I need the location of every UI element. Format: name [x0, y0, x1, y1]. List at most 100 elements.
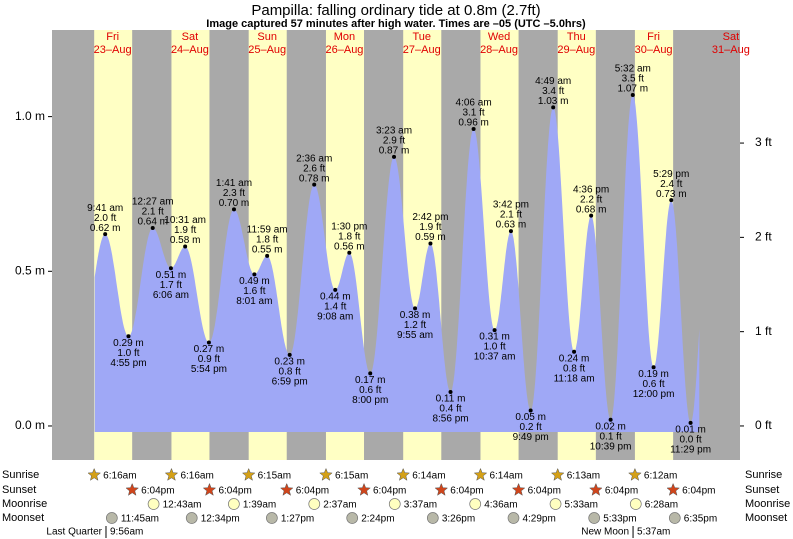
tide-point: [150, 225, 155, 230]
tide-label: 11:59 am: [247, 224, 288, 235]
day-name: Fri: [647, 31, 660, 43]
chart-subtitle: Image captured 57 minutes after high wat…: [206, 18, 586, 30]
moonset-time: 12:34pm: [201, 514, 240, 525]
tide-label: 3:42 pm: [493, 200, 529, 211]
tide-label: 10:31 am: [164, 215, 206, 226]
day-name: Sat: [182, 31, 199, 43]
tide-label: 0.4 ft: [439, 404, 461, 415]
tide-area: [94, 95, 700, 432]
tide-label: 4:36 pm: [573, 184, 609, 195]
tide-label: 11:18 am: [554, 373, 595, 384]
tide-label: 0.8 ft: [563, 363, 585, 374]
tide-label: 3.1 ft: [462, 108, 484, 119]
day-date: 28–Aug: [480, 44, 518, 56]
moonrise-icon: [388, 498, 401, 510]
sunset-icon: [202, 482, 217, 496]
tide-label: 0.62 m: [90, 223, 121, 234]
row-label: Moonrise: [2, 498, 47, 510]
sunset-icon: [666, 482, 680, 496]
tide-label: 9:55 am: [397, 330, 433, 341]
row-label: Moonset: [745, 512, 787, 524]
y2-tick-label: 0 ft: [755, 418, 772, 432]
tide-label: 12:27 am: [132, 197, 174, 208]
tide-label: 2.6 ft: [303, 163, 325, 174]
tide-label: 2:36 am: [296, 153, 332, 164]
tide-label: 1.0 ft: [117, 348, 139, 359]
tide-label: 0.27 m: [194, 344, 225, 355]
tide-label: 0.29 m: [113, 338, 144, 349]
sunrise-time: 6:14am: [489, 471, 522, 482]
tide-label: 8:56 pm: [432, 414, 468, 425]
tide-label: 1.7 ft: [160, 280, 182, 291]
sunset-time: 6:04pm: [141, 486, 174, 497]
day-date: 25–Aug: [248, 44, 286, 56]
tide-label: 0.87 m: [379, 145, 410, 156]
sunrise-icon: [164, 467, 179, 481]
tide-label: 2.9 ft: [383, 135, 405, 146]
sunset-icon: [434, 482, 449, 496]
moonset-icon: [185, 512, 198, 524]
tide-label: 9:08 am: [317, 311, 353, 322]
sunrise-time: 6:12am: [644, 471, 677, 482]
sunrise-time: 6:15am: [258, 471, 291, 482]
tide-label: 8:01 am: [236, 296, 272, 307]
tide-label: 1.2 ft: [404, 320, 426, 331]
tide-label: 0.02 m: [595, 421, 626, 432]
tide-label: 4:06 am: [456, 98, 492, 109]
day-date: 30–Aug: [635, 44, 673, 56]
tide-label: 1.6 ft: [243, 286, 265, 297]
row-label: Moonrise: [745, 498, 790, 510]
tide-label: 0.6 ft: [359, 385, 381, 396]
tide-point: [589, 213, 594, 218]
tide-label: 1.8 ft: [256, 234, 278, 245]
sunset-time: 6:04pm: [605, 486, 638, 497]
sunrise-icon: [473, 467, 488, 481]
sunrise-time: 6:14am: [412, 471, 445, 482]
row-label: Sunrise: [2, 469, 39, 481]
tide-label: 0.11 m: [436, 394, 466, 405]
day-name: Sun: [257, 31, 277, 43]
sunrise-icon: [550, 467, 565, 481]
tide-point: [551, 105, 556, 110]
tide-label: 0.55 m: [252, 244, 283, 255]
tide-label: 1:30 pm: [331, 221, 367, 232]
tide-label: 0.24 m: [559, 353, 590, 364]
moonset-icon: [426, 512, 439, 524]
sunrise-time: 6:15am: [335, 471, 368, 482]
moonrise-icon: [228, 498, 240, 510]
tide-label: 5:32 am: [615, 64, 651, 75]
tide-label: 11:29 pm: [670, 445, 711, 456]
y-tick-label: 1.0 m: [15, 109, 45, 123]
moonset-icon: [507, 512, 520, 524]
tide-label: 0.1 ft: [599, 431, 621, 442]
row-label: Moonset: [2, 512, 44, 524]
tide-label: 2.0 ft: [94, 213, 116, 224]
tide-label: 1.9 ft: [419, 222, 441, 233]
day-name: Fri: [106, 31, 119, 43]
tide-label: 2.3 ft: [223, 188, 245, 199]
moonrise-time: 6:28am: [645, 500, 678, 511]
day-name: Thu: [567, 31, 586, 43]
moonset-time: 3:26pm: [442, 514, 475, 525]
tide-point: [168, 266, 173, 271]
moonset-icon: [266, 512, 278, 524]
tide-point: [413, 306, 418, 311]
tide-point: [287, 352, 292, 357]
sunrise-time: 6:16am: [180, 471, 213, 482]
moonrise-icon: [308, 498, 321, 510]
moon-phase-name: Last Quarter: [46, 527, 102, 538]
tide-point: [103, 232, 108, 237]
tide-label: 1.07 m: [617, 84, 648, 95]
tide-point: [206, 340, 211, 345]
tide-label: 0.2 ft: [520, 422, 542, 433]
sunset-icon: [589, 482, 603, 496]
sunset-time: 6:04pm: [373, 486, 406, 497]
day-date: 29–Aug: [557, 44, 595, 56]
tide-point: [265, 253, 270, 258]
tide-label: 0.58 m: [170, 235, 201, 246]
tide-point: [492, 328, 497, 333]
tide-label: 2.4 ft: [660, 179, 682, 190]
tide-point: [651, 365, 656, 370]
moon-phase-time: 9:56am: [110, 527, 143, 538]
row-label: Sunrise: [745, 469, 782, 481]
